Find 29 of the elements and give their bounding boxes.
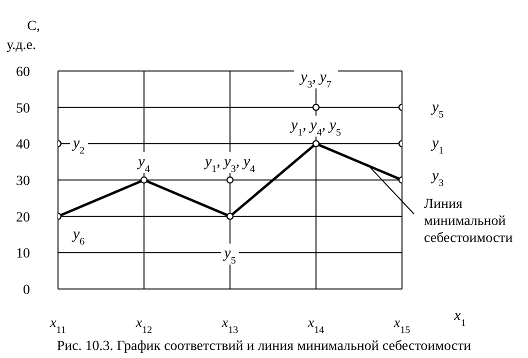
- annotation: y$_{1}$: [430, 136, 444, 156]
- x-tick-label: x$_{11}$: [49, 316, 66, 336]
- y-tick-label: 10: [16, 246, 30, 262]
- annotation: y$_{4}$: [136, 154, 150, 174]
- y-tick-label: 30: [16, 174, 30, 189]
- annotation: y$_{6}$: [71, 226, 85, 247]
- x-axis-title: x$_{1}$: [453, 308, 466, 328]
- annotation: y$_{3}$: [430, 168, 444, 188]
- annotation: y$_{5}$: [430, 99, 444, 120]
- point: [140, 176, 148, 184]
- y-axis-title: С, у.д.е.: [6, 19, 40, 53]
- annotation: y$_{5}$: [222, 246, 236, 266]
- x-tick-label: x$_{13}$: [220, 316, 238, 336]
- annotation: y$_{1}$, y$_{3}$, y$_{4}$: [202, 154, 256, 174]
- text: Рис. 10.3. График соответствий и линия минимальной себестоимости: [56, 339, 472, 354]
- point: [226, 212, 234, 220]
- y-tick-label: 60: [16, 64, 30, 80]
- x-tick-label: x$_{12}$: [134, 316, 152, 336]
- y-tick-label: 40: [16, 138, 30, 153]
- y-tick-label: 20: [16, 210, 30, 226]
- annotation: y$_{3}$, y$_{7}$: [298, 69, 332, 90]
- point: [312, 140, 320, 148]
- annotation: Линия минимальной себестоимости: [424, 197, 514, 246]
- y-tick-label: 50: [16, 101, 30, 116]
- x-tick-label: x$_{14}$: [306, 316, 324, 336]
- annotation: y$_{2}$: [71, 136, 85, 156]
- x-tick-label: x$_{15}$: [392, 316, 410, 336]
- y-tick-label: 0: [23, 282, 30, 298]
- annotation: y$_{1}$, y$_{4}$, y$_{5}$: [288, 118, 342, 138]
